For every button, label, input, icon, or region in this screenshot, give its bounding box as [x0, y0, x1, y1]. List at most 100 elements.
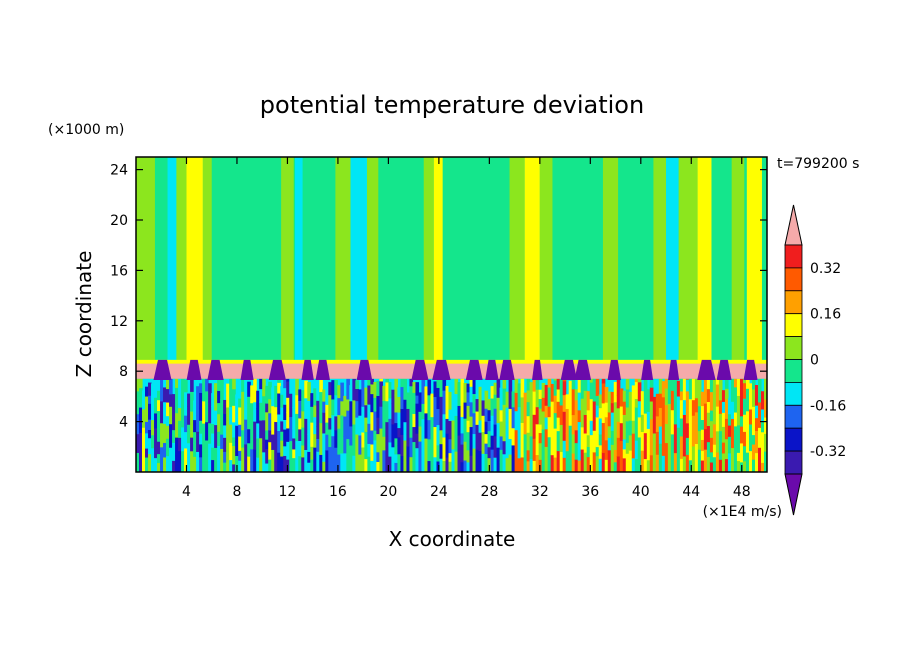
field-lower-cell [718, 459, 723, 472]
field-lower-cell [715, 451, 720, 472]
field-lower-cell [736, 452, 741, 462]
field-lower-cell [235, 394, 239, 426]
field-lower-cell [223, 462, 227, 472]
field-lower-cell [544, 384, 549, 406]
field-lower-cell [430, 416, 435, 439]
field-lower-cell [397, 387, 402, 397]
field-lower-cell [649, 387, 654, 402]
field-lower-cell [427, 438, 432, 462]
field-lower-cell [634, 381, 639, 400]
field-lower-cell [166, 388, 170, 403]
field-lower-cell [445, 433, 450, 458]
field-lower-cell [238, 406, 242, 425]
field-lower-cell [628, 391, 633, 421]
field-lower-cell [460, 399, 465, 417]
x-tick-label: 48 [733, 484, 751, 500]
field-lower-cell [499, 409, 504, 422]
field-lower-cell [664, 442, 669, 456]
field-lower-cell [256, 422, 260, 439]
field-lower-cell [202, 450, 206, 472]
field-lower-cell [445, 385, 450, 419]
field-lower-cell [187, 406, 191, 425]
field-lower-cell [544, 417, 549, 430]
field-lower-cell [334, 379, 338, 396]
field-lower-cell [493, 394, 498, 409]
field-lower-cell [139, 378, 143, 389]
field-lower-cell [283, 445, 287, 456]
field-upper-band [746, 157, 762, 362]
field-upper-band [731, 157, 745, 362]
field-lower-cell [232, 378, 236, 390]
field-lower-cell [265, 439, 269, 450]
field-lower-cell [601, 382, 606, 404]
field-lower-cell [229, 406, 233, 425]
field-lower-cell [166, 378, 170, 390]
field-lower-cell [343, 436, 347, 454]
field-lower-cell [736, 439, 741, 453]
field-lower-cell [310, 422, 314, 447]
field-lower-cell [292, 437, 296, 450]
field-lower-cell [271, 387, 275, 407]
field-lower-cell [574, 459, 579, 472]
field-lower-cell [589, 420, 594, 436]
field-lower-cell [268, 441, 272, 460]
field-lower-cell [283, 455, 287, 472]
field-lower-cell [610, 461, 615, 472]
field-lower-cell [178, 378, 182, 387]
field-lower-cell [736, 424, 741, 440]
field-lower-cell [739, 442, 744, 463]
field-lower-cell [637, 436, 642, 457]
field-lower-cell [208, 422, 212, 444]
field-lower-cell [376, 380, 380, 396]
field-lower-cell [712, 394, 717, 415]
field-lower-cell [724, 418, 729, 440]
field-lower-cell [436, 424, 441, 446]
field-lower-cell [487, 409, 492, 422]
field-lower-cell [448, 391, 453, 410]
field-lower-cell [418, 392, 423, 412]
field-lower-cell [640, 431, 645, 451]
field-lower-cell [493, 457, 498, 472]
field-lower-cell [694, 378, 699, 399]
field-lower-cell [436, 387, 441, 410]
field-lower-cell [397, 453, 402, 472]
field-lower-cell [250, 402, 254, 418]
field-lower-cell [586, 446, 591, 458]
field-lower-cell [148, 453, 152, 472]
field-lower-cell [535, 438, 540, 456]
field-lower-cell [718, 448, 723, 460]
field-upper-band [678, 157, 698, 362]
field-lower-cell [517, 457, 522, 472]
field-blob [315, 359, 330, 381]
field-lower-cell [631, 457, 636, 472]
field-lower-cell [586, 456, 591, 472]
field-lower-cell [343, 416, 347, 437]
field-lower-cell [259, 437, 263, 460]
field-lower-cell [208, 443, 212, 472]
field-lower-cell [487, 446, 492, 459]
field-lower-cell [640, 414, 645, 432]
field-lower-cell [328, 417, 332, 430]
field-lower-cell [253, 449, 257, 472]
field-blob [641, 359, 654, 381]
field-lower-cell [169, 406, 173, 425]
field-lower-cell [535, 423, 540, 439]
field-lower-cell [736, 395, 741, 415]
field-lower-cell [148, 403, 152, 420]
field-lower-cell [448, 409, 453, 422]
field-lower-cell [607, 411, 612, 427]
field-lower-cell [637, 378, 642, 383]
field-lower-cell [706, 401, 711, 413]
field-lower-cell [667, 403, 672, 431]
field-lower-cell [349, 445, 353, 472]
field-lower-cell [568, 437, 573, 459]
field-lower-cell [199, 456, 203, 472]
field-lower-cell [376, 461, 380, 472]
field-lower-cell [196, 386, 200, 416]
field-lower-cell [709, 420, 714, 438]
field-lower-cell [307, 400, 311, 418]
field-lower-cell [571, 414, 576, 435]
field-lower-cell [136, 413, 140, 435]
field-lower-cell [664, 404, 669, 424]
field-lower-cell [745, 410, 750, 435]
